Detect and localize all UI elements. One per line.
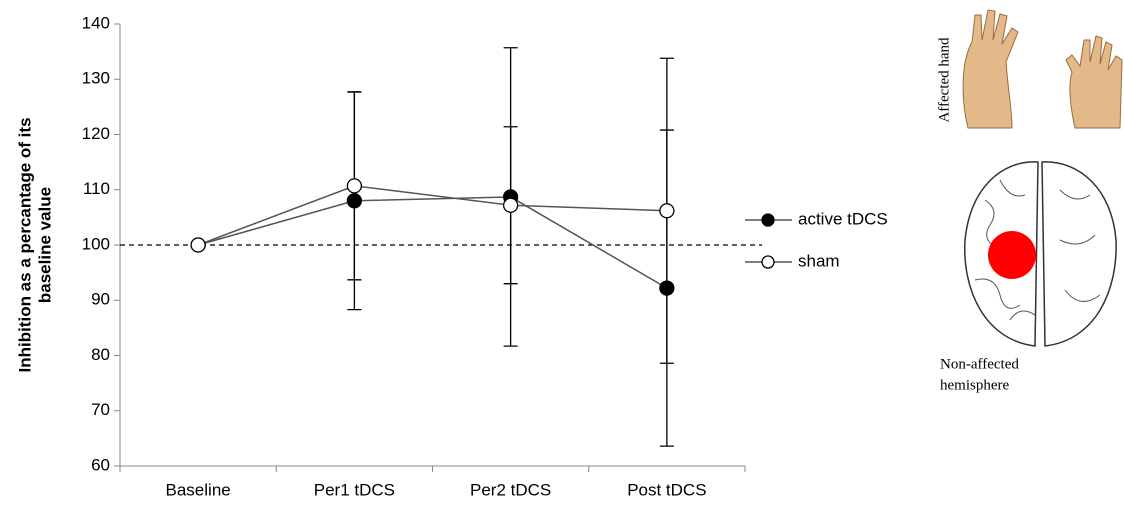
y-tick-label: 140 <box>82 13 110 32</box>
stimulation-site <box>988 231 1036 279</box>
data-point <box>502 197 519 213</box>
x-tick-label: Post tDCS <box>627 480 706 499</box>
y-tick-label: 110 <box>83 179 110 198</box>
data-point <box>346 178 363 194</box>
hand-label: Affected hand <box>936 37 952 123</box>
brain-folds <box>974 179 1101 321</box>
series-line <box>197 185 667 246</box>
brain-right <box>1041 161 1117 347</box>
series-line <box>197 196 668 289</box>
hemisphere-label: hemisphere <box>940 377 1009 393</box>
y-tick-label: 100 <box>82 234 110 253</box>
hemisphere-label: Non-affected <box>940 356 1019 372</box>
y-tick-label: 60 <box>91 455 110 474</box>
x-tick-label: Per2 tDCS <box>470 480 551 499</box>
legend-marker <box>761 255 775 269</box>
x-tick-label: Baseline <box>166 480 231 499</box>
hand-left <box>962 9 1019 129</box>
legend-label: sham <box>798 251 840 270</box>
data-point <box>190 237 206 253</box>
legend-label: active tDCS <box>798 209 888 228</box>
hand-right <box>1065 35 1123 129</box>
y-axis-label: Inhibition as a percantage of its <box>15 117 34 372</box>
y-tick-label: 80 <box>91 345 110 364</box>
data-point <box>346 193 363 209</box>
illustration: Affected hand Non-affected hemisphere <box>936 9 1123 393</box>
y-tick-label: 120 <box>82 124 110 143</box>
y-tick-label: 70 <box>91 400 110 419</box>
legend-marker <box>761 213 775 227</box>
x-tick-label: Per1 tDCS <box>314 480 395 499</box>
y-axis-label: baseline value <box>35 187 54 303</box>
y-tick-label: 90 <box>91 290 110 309</box>
y-tick-label: 130 <box>82 69 110 88</box>
data-point <box>659 203 675 219</box>
data-point <box>659 280 675 296</box>
